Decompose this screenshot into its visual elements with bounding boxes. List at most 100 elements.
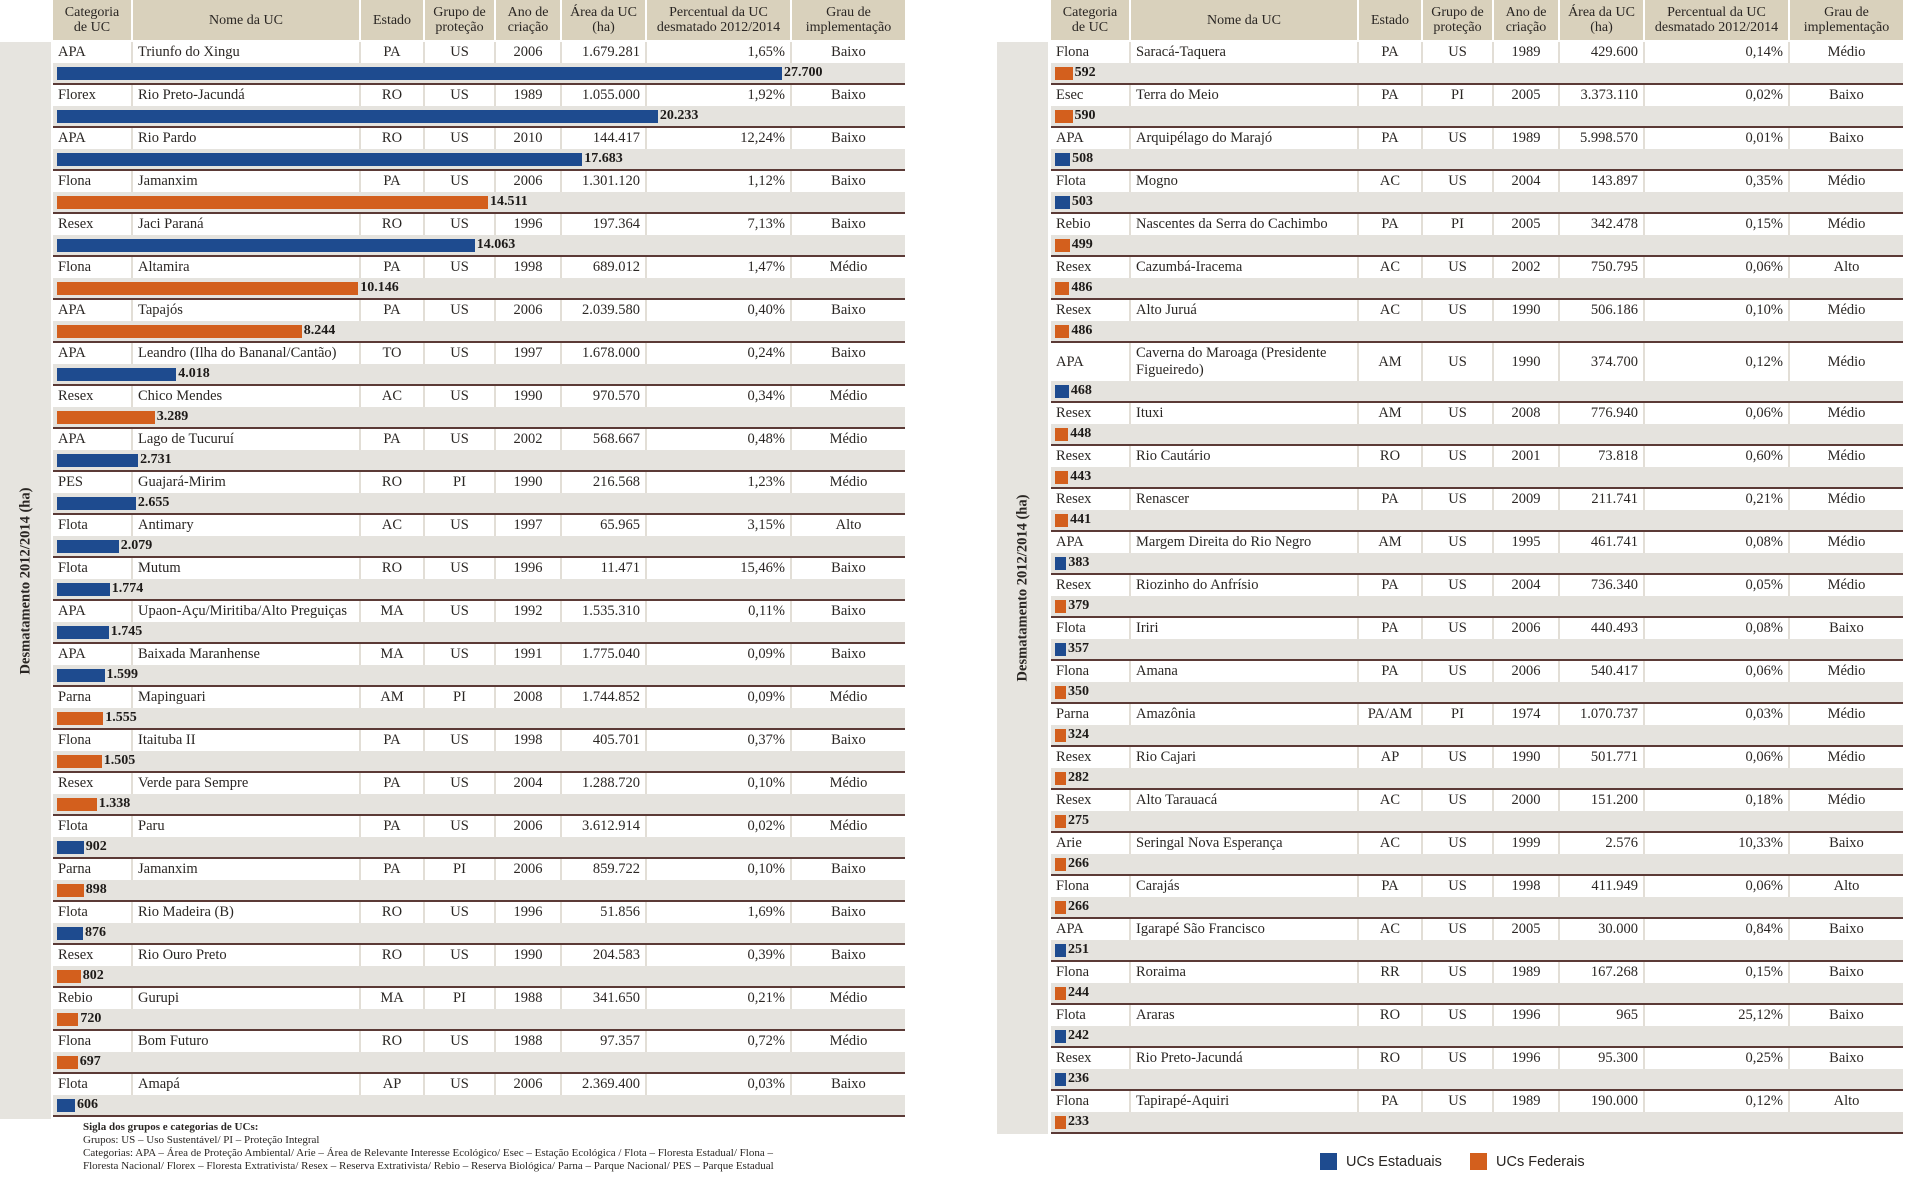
table-row: APA Upaon-Açu/Miritiba/Alto Preguiças MA US… [53, 601, 905, 644]
bar-value-label: 606 [77, 1097, 98, 1112]
bar-track: 486 [1051, 278, 1903, 298]
deforestation-bar [57, 883, 84, 897]
bar-value-label: 503 [1071, 194, 1093, 209]
cell-uc-name: Roraima [1131, 962, 1357, 983]
cell-protection-group: US [425, 601, 494, 622]
cell-protection-group: PI [425, 472, 494, 493]
cell-category: Esec [1051, 85, 1129, 106]
cell-deforested-percent: 0,15% [1645, 962, 1788, 983]
bar-track: 802 [53, 966, 905, 986]
cell-implementation-level: Baixo [792, 644, 905, 665]
cell-uc-name: Verde para Sempre [133, 773, 359, 794]
row-values: Flona Jamanxim PA US 2006 1.301.120 1,12% Baixo [53, 171, 905, 192]
bar-value-label: 1.338 [98, 796, 131, 811]
row-values: Flota Paru PA US 2006 3.612.914 0,02% Médio [53, 816, 905, 837]
cell-creation-year: 2002 [496, 429, 560, 450]
table-row: APA Leandro (Ilha do Bananal/Cantão) TO US 1… [53, 343, 905, 386]
cell-state: AP [361, 1074, 423, 1095]
cell-creation-year: 1996 [1494, 1005, 1558, 1026]
cell-deforested-percent: 0,06% [1645, 876, 1788, 897]
cell-uc-name: Riozinho do Anfrísio [1131, 575, 1357, 596]
row-values: Resex Renascer PA US 2009 211.741 0,21% Médio [1051, 489, 1903, 510]
cell-implementation-level: Médio [1790, 403, 1903, 424]
cell-creation-year: 1996 [496, 214, 560, 235]
table-row: Flona Saracá-Taquera PA US 1989 429.600 0,14% M… [1051, 42, 1903, 85]
row-values: Florex Rio Preto-Jacundá RO US 1989 1.055.000… [53, 85, 905, 106]
cell-implementation-level: Baixo [792, 171, 905, 192]
cell-creation-year: 1997 [496, 343, 560, 364]
cell-deforested-percent: 1,23% [647, 472, 790, 493]
cell-protection-group: PI [425, 859, 494, 880]
bar-value-label: 350 [1068, 684, 1089, 699]
cell-creation-year: 1998 [496, 730, 560, 751]
cell-implementation-level: Baixo [1790, 618, 1903, 639]
cell-state: RO [1359, 1048, 1421, 1069]
cell-protection-group: US [425, 85, 494, 106]
cell-deforested-percent: 0,24% [647, 343, 790, 364]
cell-protection-group: US [425, 1031, 494, 1052]
cell-creation-year: 1990 [496, 945, 560, 966]
cell-creation-year: 1990 [496, 472, 560, 493]
axis-band-right: Desmatamento 2012/2014 (ha) [997, 42, 1048, 1134]
cell-creation-year: 2005 [1494, 85, 1558, 106]
table-row: Flota Amapá AP US 2006 2.369.400 0,03% Baixo 606 [53, 1074, 905, 1117]
bar-track: 383 [1051, 553, 1903, 573]
cell-category: APA [1051, 532, 1129, 553]
cell-deforested-percent: 7,13% [647, 214, 790, 235]
cell-uc-name: Bom Futuro [133, 1031, 359, 1052]
cell-state: PA [1359, 128, 1421, 149]
cell-category: APA [1051, 343, 1129, 381]
cell-implementation-level: Baixo [1790, 962, 1903, 983]
cell-deforested-percent: 0,08% [1645, 532, 1788, 553]
deforestation-bar [57, 926, 83, 940]
cell-area: 30.000 [1560, 919, 1643, 940]
table-row: Flona Carajás PA US 1998 411.949 0,06% Alto 266 [1051, 876, 1903, 919]
cell-state: PA [1359, 42, 1421, 63]
cell-state: AM [1359, 532, 1421, 553]
cell-uc-name: Jamanxim [133, 171, 359, 192]
cell-category: APA [53, 601, 131, 622]
cell-protection-group: PI [1423, 704, 1492, 725]
footnote-line: Grupos: US – Uso Sustentável/ PI – Prote… [83, 1134, 320, 1146]
bar-value-label: 266 [1068, 899, 1089, 914]
table-row: Flota Mutum RO US 1996 11.471 15,46% Baixo 1.774 [53, 558, 905, 601]
row-values: Resex Alto Juruá AC US 1990 506.186 0,10% Médio [1051, 300, 1903, 321]
row-values: Flota Iriri PA US 2006 440.493 0,08% Baixo [1051, 618, 1903, 639]
cell-implementation-level: Médio [792, 472, 905, 493]
cell-area: 461.741 [1560, 532, 1643, 553]
bar-track: 8.244 [53, 321, 905, 341]
table-row: Parna Jamanxim PA PI 2006 859.722 0,10% Baixo 89… [53, 859, 905, 902]
bar-track: 282 [1051, 768, 1903, 788]
cell-creation-year: 2008 [1494, 403, 1558, 424]
footnote: Sigla dos grupos e categorias de UCs: Gr… [83, 1121, 774, 1173]
cell-protection-group: US [425, 945, 494, 966]
bar-track: 251 [1051, 940, 1903, 960]
cell-area: 1.775.040 [562, 644, 645, 665]
bar-value-label: 486 [1071, 280, 1093, 295]
cell-uc-name: Alto Juruá [1131, 300, 1357, 321]
cell-creation-year: 1974 [1494, 704, 1558, 725]
deforestation-bar [57, 840, 84, 854]
column-header-deforested-percent: Percentual da UC desmatado 2012/2014 [647, 0, 790, 40]
cell-state: MA [361, 601, 423, 622]
cell-deforested-percent: 0,21% [647, 988, 790, 1009]
cell-area: 211.741 [1560, 489, 1643, 510]
bar-track: 236 [1051, 1069, 1903, 1089]
cell-uc-name: Gurupi [133, 988, 359, 1009]
table-row: APA Caverna do Maroaga (Presidente Figuei… [1051, 343, 1903, 403]
column-header-uc-name: Nome da UC [1131, 0, 1357, 40]
bar-value-label: 266 [1068, 856, 1089, 871]
cell-deforested-percent: 0,39% [647, 945, 790, 966]
bar-track: 233 [1051, 1112, 1903, 1132]
cell-implementation-level: Médio [792, 816, 905, 837]
bar-value-label: 499 [1071, 237, 1093, 252]
cell-state: RO [361, 1031, 423, 1052]
cell-implementation-level: Baixo [1790, 919, 1903, 940]
table-row: APA Baixada Maranhense MA US 1991 1.775.040 0,… [53, 644, 905, 687]
bar-track: 1.555 [53, 708, 905, 728]
bar-track: 27.700 [53, 63, 905, 83]
cell-deforested-percent: 0,10% [647, 773, 790, 794]
cell-area: 750.795 [1560, 257, 1643, 278]
cell-creation-year: 1989 [1494, 128, 1558, 149]
deforestation-bar [1055, 238, 1070, 252]
